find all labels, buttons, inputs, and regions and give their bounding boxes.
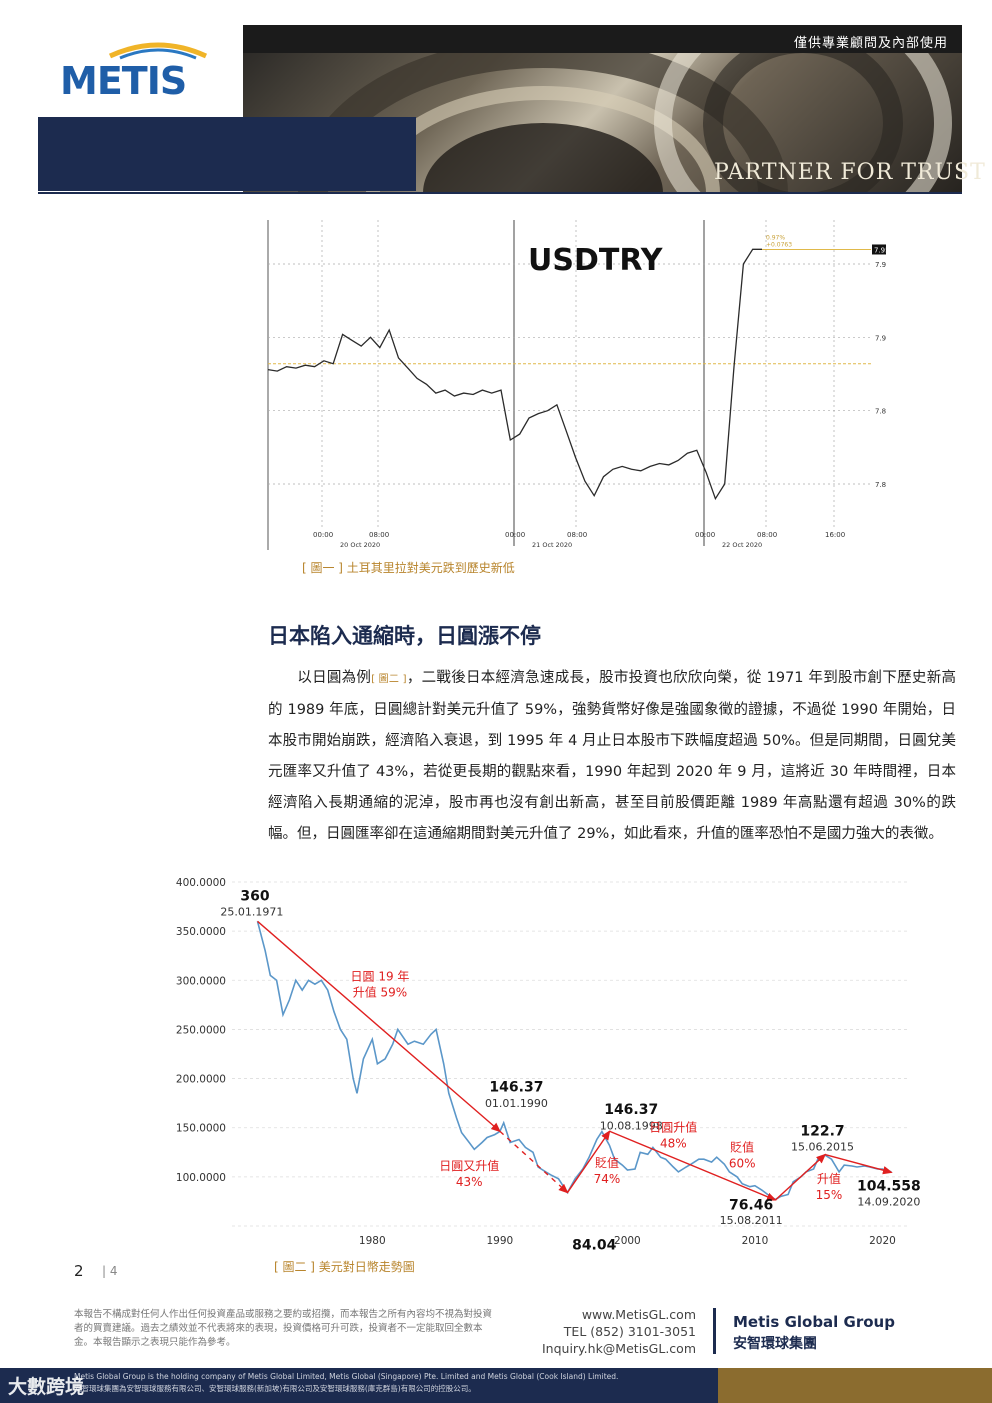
change-pct: 0.97%: [766, 234, 785, 241]
point-value-label: 122.7: [800, 1124, 844, 1140]
trend-label: 60%: [729, 1156, 756, 1170]
header-divider: [38, 192, 962, 194]
brand-name-en: Metis Global Group: [733, 1313, 895, 1331]
paragraph-text: ，二戰後日本經濟急速成長，股市投資也欣欣向榮，從 1971 年到股市創下歷史新高…: [268, 670, 956, 842]
x-tick-label: 2000: [614, 1235, 641, 1247]
x-tick-label: 2020: [869, 1235, 896, 1247]
point-value-label: 104.558: [857, 1179, 921, 1195]
chart-title: USDTRY: [528, 243, 664, 278]
footer-legal-zh: 安智環球集團為安智環球服務有限公司、安智環球服務(新加坡)有限公司及安智環球服務…: [74, 1384, 476, 1393]
contact-block: www.MetisGL.com TEL (852) 3101-3051 Inqu…: [520, 1306, 696, 1357]
brand-divider: [713, 1308, 716, 1354]
usdjpy-chart-svg: 100.0000 150.0000 200.0000 250.0000 300.0000…: [176, 877, 921, 1267]
footer-bar: [0, 1368, 718, 1403]
page-total-value: 4: [109, 1264, 118, 1278]
page-number: 2: [74, 1262, 84, 1280]
footer-legal-en: Metis Global Group is the holding compan…: [74, 1372, 619, 1381]
brand-name-zh: 安智環球集團: [733, 1336, 817, 1352]
header-navy-block: [38, 117, 416, 191]
trend-arrow: [774, 1153, 827, 1201]
trend-label: 74%: [594, 1172, 621, 1186]
trend-label: 15%: [816, 1188, 843, 1202]
watermark: 大數跨境: [8, 1376, 85, 1398]
x-tick-label: 1980: [359, 1235, 386, 1247]
trend-label: 日圓 19 年: [351, 969, 410, 983]
trend-arrow: [824, 1153, 893, 1175]
trend-label: 48%: [660, 1137, 687, 1151]
trend-arrow: [257, 920, 501, 1133]
trend-label: 貶值: [595, 1155, 619, 1170]
date-label: 21 Oct 2020: [532, 541, 572, 549]
y-tick-label: 300.0000: [176, 975, 226, 987]
x-tick-label: 2010: [742, 1235, 769, 1247]
logo-wordmark: METIS: [60, 59, 186, 103]
header-note: 僅供專業顧問及內部使用: [793, 36, 948, 51]
x-tick-label: 00:00: [505, 531, 525, 539]
last-price-label: 7.9599: [874, 246, 886, 254]
trend-arrow: [499, 1130, 569, 1194]
y-tick-label: 200.0000: [176, 1074, 226, 1086]
trend-label: 貶值: [730, 1139, 754, 1154]
usdtry-chart: 7.8000 7.8500 7.9000 7.9500 7.9599 0.97%+0.07…: [266, 220, 900, 550]
header-bar: [243, 25, 962, 53]
paragraph-text-start: 以日圓為例: [297, 670, 372, 686]
point-date-label: 10.08.1998: [600, 1120, 663, 1133]
point-value-label: 146.37: [604, 1102, 658, 1118]
point-date-label: 01.01.1990: [485, 1097, 548, 1110]
y-tick-label: 400.0000: [176, 877, 226, 889]
y-tick-label: 7.8000: [875, 481, 886, 489]
trend-label: 日圓又升值: [439, 1158, 499, 1173]
footer-gold-block: [718, 1368, 992, 1403]
y-tick-label: 350.0000: [176, 926, 226, 938]
y-tick-label: 150.0000: [176, 1123, 226, 1135]
date-label: 20 Oct 2020: [340, 541, 380, 549]
figure-reference: [ 圖二 ]: [371, 674, 407, 685]
trend-arrow: [609, 1130, 777, 1201]
email-link[interactable]: Inquiry.hk@MetisGL.com: [541, 1341, 696, 1356]
x-tick-label: 00:00: [313, 531, 333, 539]
page-total: | 4: [102, 1264, 118, 1278]
date-label: 22 Oct 2020: [722, 541, 762, 549]
point-date-label: 15.06.2015: [791, 1140, 854, 1153]
point-date-label: 25.01.1971: [220, 905, 283, 918]
website-link[interactable]: www.MetisGL.com: [581, 1307, 696, 1322]
staircase-image: [298, 53, 952, 193]
usdjpy-chart: 100.0000 150.0000 200.0000 250.0000 300.0000…: [160, 872, 960, 1267]
point-date-label: 15.08.2011: [720, 1214, 783, 1227]
y-tick-label: 7.9500: [875, 261, 886, 269]
trend-label: 日圓升值: [649, 1120, 697, 1135]
change-abs: +0.0763: [766, 241, 792, 248]
tagline: PARTNER FOR TRUST: [714, 160, 986, 185]
point-value-label: 84.04: [572, 1238, 617, 1252]
y-tick-label: 7.8500: [875, 408, 886, 416]
point-value-label: 76.46: [729, 1197, 773, 1213]
x-tick-label: 08:00: [369, 531, 389, 539]
y-tick-label: 7.9000: [875, 334, 886, 342]
x-tick-label: 00:00: [695, 531, 715, 539]
trend-label: 升值: [817, 1171, 841, 1186]
usdjpy-line: [256, 921, 892, 1201]
trend-arrow: [566, 1130, 611, 1193]
price-line: [267, 248, 762, 501]
point-value-label: 146.37: [489, 1079, 543, 1095]
y-tick-label: 100.0000: [176, 1172, 226, 1184]
y-tick-label: 250.0000: [176, 1024, 226, 1036]
figure2-caption: [ 圖二 ] 美元對日幣走勢圖: [274, 1260, 415, 1274]
x-tick-label: 08:00: [757, 531, 777, 539]
x-tick-label: 16:00: [825, 531, 845, 539]
x-tick-label: 1990: [486, 1235, 513, 1247]
telephone: TEL (852) 3101-3051: [563, 1324, 696, 1339]
x-tick-label: 08:00: [567, 531, 587, 539]
disclaimer: 本報告不構成對任何人作出任何投資產品或服務之要約或招攬，而本報告之所有內容均不視…: [74, 1309, 493, 1348]
trend-label: 升值 59%: [353, 984, 408, 999]
point-date-label: 14.09.2020: [857, 1195, 920, 1208]
body-paragraph: 以日圓為例[ 圖二 ]，二戰後日本經濟急速成長，股市投資也欣欣向榮，從 1971…: [268, 663, 956, 850]
figure1-caption: [ 圖一 ] 土耳其里拉對美元跌到歷史新低: [302, 561, 515, 575]
section-title: 日本陷入通縮時，日圓漲不停: [268, 624, 541, 648]
trend-label: 43%: [456, 1175, 483, 1189]
metis-logo: METIS: [58, 36, 208, 106]
usdtry-chart-svg: 7.8000 7.8500 7.9000 7.9500 7.9599 0.97%+0.07…: [266, 220, 900, 550]
point-value-label: 360: [240, 889, 269, 905]
